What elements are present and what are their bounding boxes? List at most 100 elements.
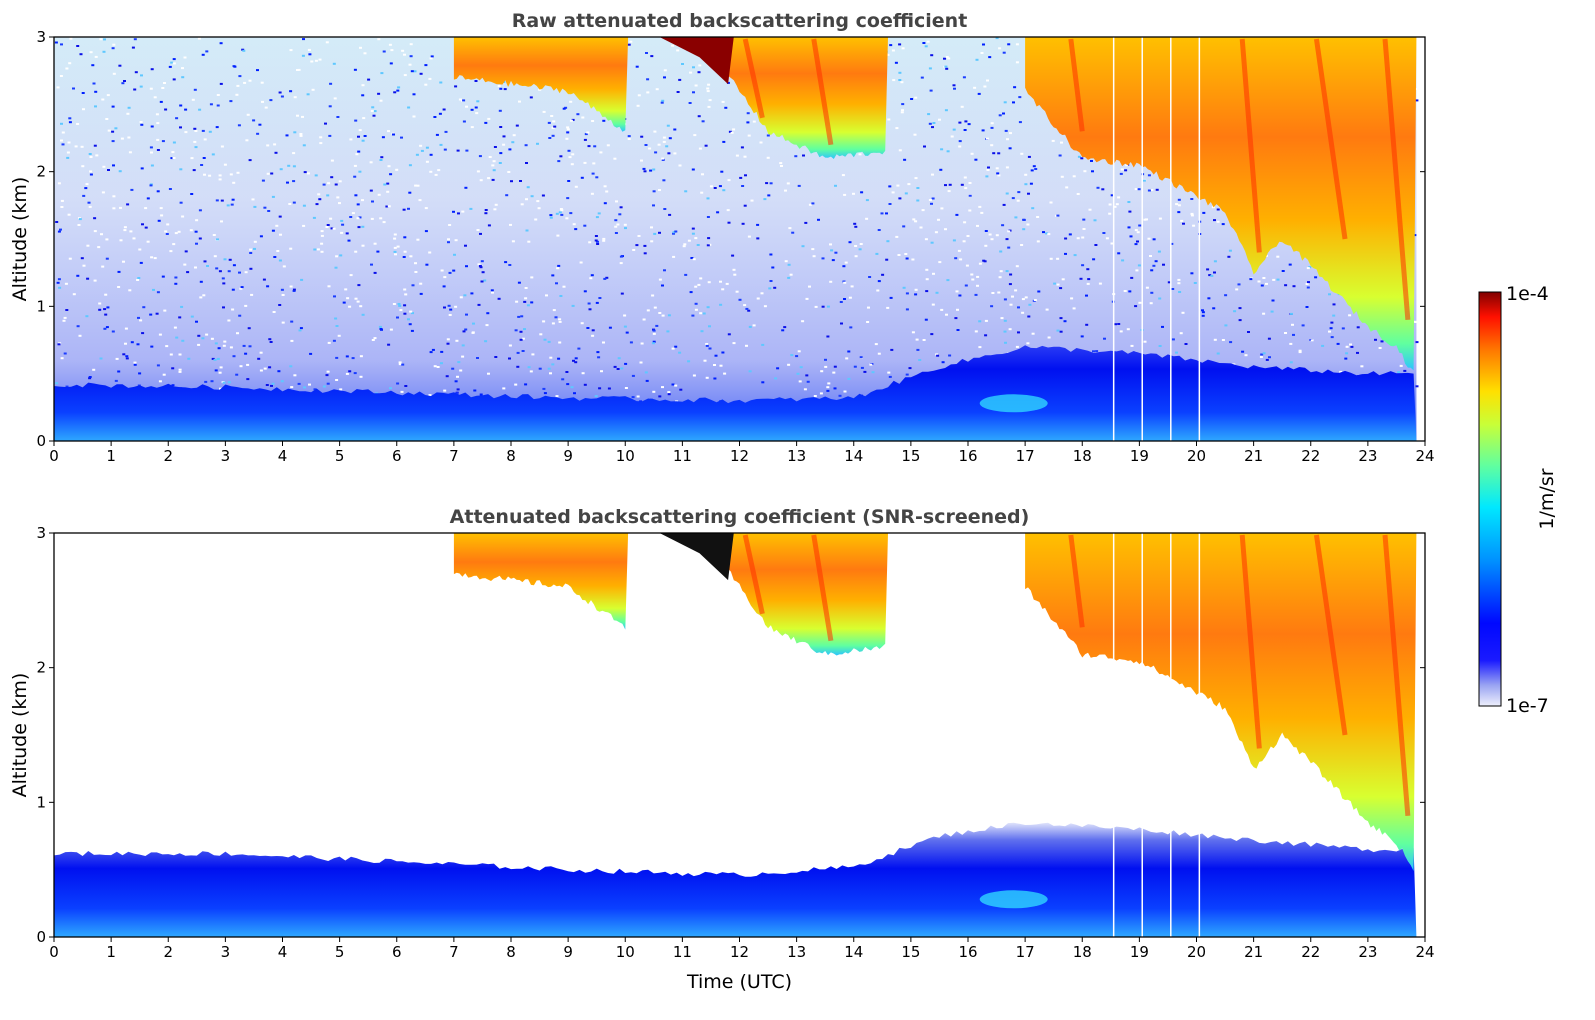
noise-pixel bbox=[984, 319, 988, 322]
noise-pixel bbox=[706, 87, 710, 90]
noise-pixel bbox=[502, 135, 506, 138]
noise-pixel bbox=[373, 242, 377, 245]
noise-pixel bbox=[748, 325, 752, 328]
noise-pixel bbox=[359, 375, 363, 378]
noise-pixel bbox=[602, 119, 606, 122]
noise-pixel bbox=[1068, 233, 1072, 236]
noise-pixel bbox=[558, 211, 562, 214]
noise-pixel bbox=[1201, 314, 1205, 317]
noise-pixel bbox=[646, 309, 650, 312]
noise-pixel bbox=[806, 380, 810, 383]
noise-pixel bbox=[173, 326, 177, 329]
noise-pixel bbox=[1092, 350, 1095, 353]
noise-pixel bbox=[477, 303, 481, 306]
x-tick-label: 12 bbox=[730, 447, 749, 465]
x-tick-label: 13 bbox=[787, 447, 806, 465]
noise-pixel bbox=[222, 381, 226, 384]
noise-pixel bbox=[397, 303, 401, 305]
noise-pixel bbox=[387, 343, 391, 346]
noise-pixel bbox=[566, 126, 570, 129]
noise-pixel bbox=[165, 345, 169, 348]
noise-pixel bbox=[735, 290, 739, 293]
noise-pixel bbox=[832, 371, 836, 374]
noise-pixel bbox=[453, 253, 456, 256]
noise-pixel bbox=[89, 51, 93, 54]
noise-pixel bbox=[624, 387, 628, 389]
noise-pixel bbox=[223, 340, 227, 343]
noise-pixel bbox=[914, 293, 918, 296]
noise-pixel bbox=[708, 99, 712, 102]
noise-pixel bbox=[410, 70, 414, 73]
noise-pixel bbox=[1221, 339, 1225, 341]
noise-pixel bbox=[403, 312, 407, 315]
noise-pixel bbox=[270, 384, 273, 387]
noise-pixel bbox=[958, 294, 962, 297]
noise-pixel bbox=[377, 38, 381, 41]
noise-pixel bbox=[1332, 314, 1336, 317]
noise-pixel bbox=[524, 144, 528, 147]
noise-pixel bbox=[589, 277, 593, 280]
noise-pixel bbox=[492, 160, 496, 163]
noise-pixel bbox=[591, 120, 595, 122]
noise-pixel bbox=[178, 370, 182, 373]
noise-pixel bbox=[1170, 242, 1174, 245]
noise-pixel bbox=[227, 270, 231, 273]
noise-pixel bbox=[788, 227, 792, 230]
noise-pixel bbox=[314, 59, 318, 62]
noise-pixel bbox=[256, 132, 260, 135]
noise-pixel bbox=[912, 218, 916, 221]
noise-pixel bbox=[1045, 308, 1049, 311]
noise-pixel bbox=[361, 244, 365, 247]
noise-pixel bbox=[983, 85, 987, 88]
noise-pixel bbox=[1030, 169, 1034, 172]
noise-pixel bbox=[510, 180, 513, 183]
noise-pixel bbox=[1002, 203, 1006, 206]
noise-pixel bbox=[803, 388, 807, 391]
noise-pixel bbox=[735, 154, 739, 157]
noise-pixel bbox=[332, 227, 336, 230]
noise-pixel bbox=[1124, 169, 1128, 172]
noise-pixel bbox=[373, 337, 377, 340]
noise-pixel bbox=[1171, 288, 1175, 290]
noise-pixel bbox=[362, 117, 366, 120]
noise-pixel bbox=[296, 69, 299, 71]
noise-pixel bbox=[202, 157, 206, 159]
noise-pixel bbox=[930, 241, 934, 244]
noise-pixel bbox=[1076, 237, 1080, 240]
noise-pixel bbox=[769, 280, 773, 282]
noise-pixel bbox=[149, 146, 153, 149]
noise-pixel bbox=[594, 235, 598, 237]
x-tick-label: 21 bbox=[1244, 447, 1263, 465]
noise-pixel bbox=[901, 109, 904, 112]
noise-pixel bbox=[407, 318, 410, 321]
x-tick-label: 14 bbox=[844, 447, 863, 465]
noise-pixel bbox=[629, 40, 633, 43]
noise-pixel bbox=[625, 331, 629, 334]
noise-pixel bbox=[1288, 263, 1292, 266]
noise-pixel bbox=[392, 303, 396, 305]
cloud-layer bbox=[1025, 37, 1417, 371]
x-tick-label: 6 bbox=[392, 943, 402, 961]
noise-pixel bbox=[404, 385, 408, 387]
fall-streak bbox=[1068, 534, 1085, 628]
noise-pixel bbox=[184, 131, 188, 134]
noise-pixel bbox=[1045, 232, 1049, 235]
noise-pixel bbox=[663, 269, 666, 272]
noise-pixel bbox=[613, 157, 617, 160]
noise-pixel bbox=[65, 67, 69, 70]
noise-pixel bbox=[569, 119, 573, 122]
noise-pixel bbox=[66, 151, 70, 154]
noise-pixel bbox=[440, 362, 443, 365]
noise-pixel bbox=[627, 135, 631, 138]
noise-pixel bbox=[508, 148, 512, 151]
noise-pixel bbox=[1108, 203, 1112, 206]
noise-pixel bbox=[57, 343, 61, 346]
noise-pixel bbox=[327, 182, 331, 185]
noise-pixel bbox=[1015, 43, 1019, 46]
noise-pixel bbox=[281, 321, 285, 324]
noise-pixel bbox=[1157, 250, 1161, 253]
noise-pixel bbox=[714, 354, 718, 357]
noise-pixel bbox=[1415, 385, 1419, 388]
noise-pixel bbox=[287, 164, 291, 167]
